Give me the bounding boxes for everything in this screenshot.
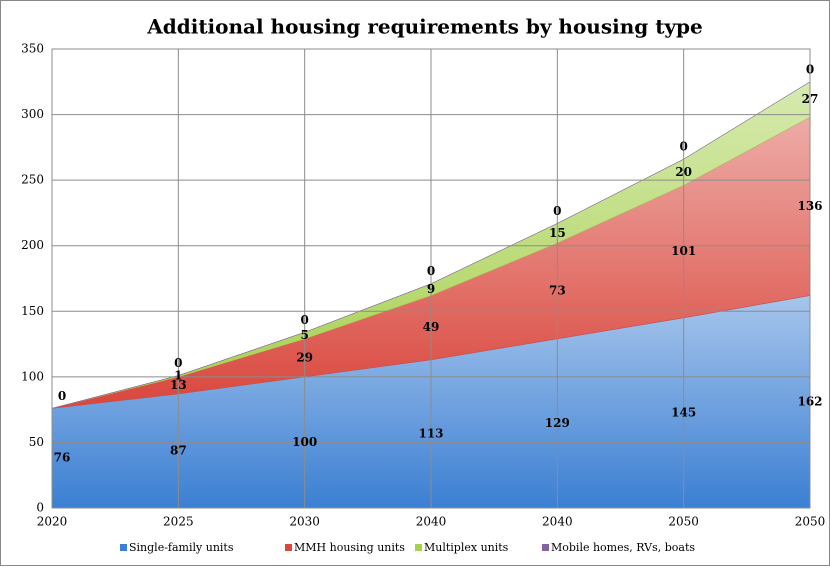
x-tick-label: 2040 bbox=[542, 515, 573, 529]
data-label: 15 bbox=[549, 226, 566, 240]
data-label: 5 bbox=[300, 328, 308, 342]
data-label: 0 bbox=[553, 204, 561, 218]
data-label: 1 bbox=[174, 369, 182, 383]
data-label: 27 bbox=[802, 92, 819, 106]
data-label: 0 bbox=[58, 389, 66, 403]
legend-swatch bbox=[120, 544, 127, 551]
data-label: 13 bbox=[170, 378, 187, 392]
data-label: 0 bbox=[427, 264, 435, 278]
data-label: 0 bbox=[174, 356, 182, 370]
y-tick-label: 250 bbox=[21, 173, 44, 187]
chart-title: Additional housing requirements by housi… bbox=[146, 15, 703, 39]
y-tick-label: 50 bbox=[29, 435, 44, 449]
y-tick-label: 200 bbox=[21, 238, 44, 252]
legend-label: Multiplex units bbox=[424, 541, 509, 554]
data-label: 49 bbox=[423, 320, 440, 334]
data-label: 162 bbox=[797, 394, 822, 408]
data-label: 0 bbox=[679, 140, 687, 154]
x-tick-label: 2050 bbox=[795, 515, 826, 529]
plot-border bbox=[51, 48, 811, 509]
x-tick-label: 2030 bbox=[289, 515, 320, 529]
data-label: 87 bbox=[170, 443, 187, 457]
data-label: 100 bbox=[292, 435, 317, 449]
data-label: 136 bbox=[797, 199, 822, 213]
data-label: 101 bbox=[671, 244, 696, 258]
x-tick-label: 2040 bbox=[416, 515, 447, 529]
x-tick-label: 2025 bbox=[163, 515, 194, 529]
data-label: 0 bbox=[300, 313, 308, 327]
data-label: 129 bbox=[545, 416, 570, 430]
y-tick-label: 100 bbox=[21, 369, 44, 383]
data-label: 20 bbox=[675, 165, 692, 179]
legend-label: Single-family units bbox=[129, 541, 234, 554]
data-label: 76 bbox=[54, 451, 71, 465]
data-label: 113 bbox=[418, 426, 443, 440]
data-label: 145 bbox=[671, 405, 696, 419]
y-tick-label: 300 bbox=[21, 107, 44, 121]
y-tick-label: 350 bbox=[21, 42, 44, 56]
legend-label: MMH housing units bbox=[294, 541, 405, 554]
y-tick-label: 150 bbox=[21, 304, 44, 318]
y-tick-label: 0 bbox=[36, 501, 44, 515]
data-label: 29 bbox=[296, 350, 313, 364]
legend-label: Mobile homes, RVs, boats bbox=[551, 541, 695, 554]
x-tick-label: 2020 bbox=[37, 515, 68, 529]
legend-swatch bbox=[542, 544, 549, 551]
data-label: 73 bbox=[549, 283, 566, 297]
data-label: 9 bbox=[427, 282, 435, 296]
legend-swatch bbox=[285, 544, 292, 551]
data-label: 0 bbox=[806, 62, 814, 76]
x-tick-label: 2050 bbox=[668, 515, 699, 529]
legend-swatch bbox=[415, 544, 422, 551]
